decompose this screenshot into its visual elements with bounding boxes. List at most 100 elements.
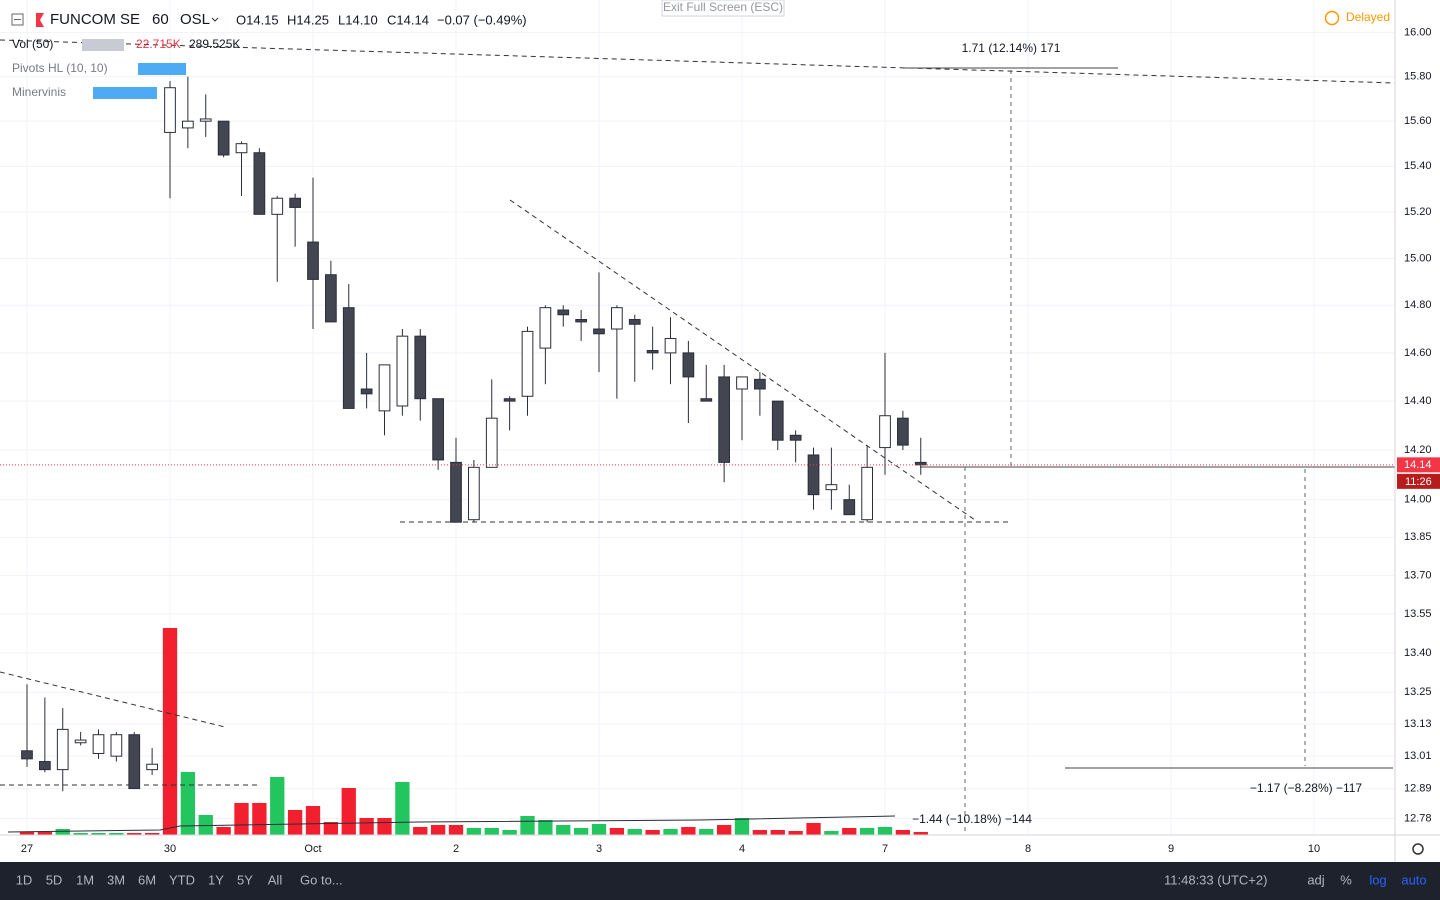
x-tick-label: 7 [882, 843, 888, 855]
candle-body [307, 241, 319, 280]
y-tick-label: 13.40 [1404, 647, 1432, 659]
volume-bar [466, 828, 482, 835]
volume-bar [37, 832, 53, 835]
range-button[interactable]: All [268, 872, 283, 887]
volume-bar [859, 828, 875, 835]
volume-bar [556, 825, 571, 835]
y-tick-label: 12.89 [1404, 782, 1432, 794]
x-tick-label: 10 [1308, 843, 1320, 855]
candle-body [897, 417, 909, 446]
fullscreen-button[interactable] [661, 0, 785, 17]
x-tick-label: 4 [739, 843, 745, 855]
volume-bar [323, 822, 339, 835]
candle-body [110, 734, 123, 757]
volume-bar [591, 824, 607, 835]
volume-bar [484, 828, 499, 835]
range-button[interactable]: 1M [76, 872, 94, 887]
x-tick-label: 3 [596, 843, 602, 855]
candle-body [861, 466, 874, 521]
scale-option[interactable]: auto [1401, 872, 1426, 887]
volume-bar [430, 825, 446, 835]
range-button[interactable]: 5Y [237, 872, 253, 887]
ohlc-high: H14.25 [287, 12, 329, 27]
range-button[interactable]: 1D [16, 872, 33, 887]
y-tick-label: 16.00 [1404, 27, 1432, 39]
candle-body [92, 734, 105, 754]
price-axis [1395, 0, 1440, 835]
candle-body [271, 197, 284, 215]
countdown-tag [1397, 473, 1440, 489]
volume-bar [287, 810, 303, 835]
clock: 11:48:33 (UTC+2) [1164, 872, 1267, 887]
indicator-value: 289.525K [189, 37, 240, 51]
range-button[interactable]: 5D [46, 872, 63, 887]
candle-body [39, 761, 51, 771]
volume-bar [341, 788, 356, 835]
candle-body [754, 378, 766, 390]
volume-bar [502, 830, 517, 835]
x-tick-label: Oct [304, 843, 321, 855]
range-button[interactable]: YTD [169, 872, 195, 887]
collapse-button[interactable] [11, 13, 24, 26]
volume-bar [198, 815, 213, 835]
ohlc-low: L14.10 [338, 12, 378, 27]
volume-ma-line [7, 815, 896, 833]
indicator-name[interactable]: Vol (50) [12, 37, 53, 51]
volume-bar [573, 828, 589, 835]
indicator-buttons[interactable] [138, 63, 186, 75]
range-button[interactable]: 6M [138, 872, 156, 887]
x-tick-label: 2 [453, 843, 459, 855]
volume-bar [538, 820, 553, 835]
delayed-icon [1324, 10, 1340, 26]
indicator-value: 22.715K [136, 37, 181, 51]
measure-label: −1.17 (−8.28%) −117 [1250, 781, 1363, 795]
symbol-name[interactable]: FUNCOM SE [50, 11, 140, 28]
candle-body [128, 734, 141, 790]
volume-bar [842, 828, 857, 835]
scale-option[interactable]: log [1369, 872, 1386, 887]
scale-option[interactable]: % [1340, 872, 1352, 887]
y-tick-label: 14.60 [1404, 347, 1432, 359]
volume-bar [91, 833, 106, 835]
trend-line [0, 39, 1396, 84]
candle-body [521, 330, 534, 397]
bottom-toolbar [0, 862, 1440, 900]
volume-bar [359, 818, 374, 835]
indicator-buttons[interactable] [82, 39, 124, 51]
candle-body [74, 739, 87, 744]
volume-pane [19, 628, 928, 835]
y-tick-label: 14.20 [1404, 444, 1432, 456]
candle-body [718, 376, 730, 463]
candle-body [646, 349, 659, 354]
change: −0.07 (−0.49%) [437, 12, 527, 27]
fullscreen-label: Exit Full Screen (ESC) [663, 0, 783, 14]
interval[interactable]: 60 [152, 11, 169, 28]
range-button[interactable]: 1Y [208, 872, 224, 887]
exchange[interactable]: OSL [180, 11, 210, 28]
x-tick-label: 27 [21, 843, 33, 855]
y-tick-label: 13.55 [1404, 608, 1432, 620]
volume-bar [609, 828, 625, 835]
volume-bar [413, 827, 428, 835]
candle-body [807, 454, 820, 496]
scale-option[interactable]: adj [1307, 872, 1324, 887]
volume-bar [270, 777, 285, 835]
range-button[interactable]: 3M [107, 872, 125, 887]
candle-body [771, 400, 784, 441]
measure-label: 1.71 (12.14%) 171 [962, 41, 1061, 55]
volume-bar [734, 818, 750, 835]
y-tick-label: 13.25 [1404, 686, 1432, 698]
candle-body [164, 87, 176, 133]
indicator-name[interactable]: Pivots HL (10, 10) [12, 61, 108, 75]
goto-button[interactable]: Go to... [300, 872, 343, 887]
y-tick-label: 13.85 [1404, 531, 1432, 543]
indicator-buttons[interactable] [93, 87, 157, 99]
settings-button[interactable] [1412, 843, 1424, 855]
volume-bar [127, 833, 142, 835]
candle-body [664, 338, 677, 354]
candle-body [325, 274, 337, 323]
candle-body [843, 499, 856, 516]
volume-bar [109, 833, 124, 835]
indicator-name[interactable]: Minervinis [12, 85, 66, 99]
